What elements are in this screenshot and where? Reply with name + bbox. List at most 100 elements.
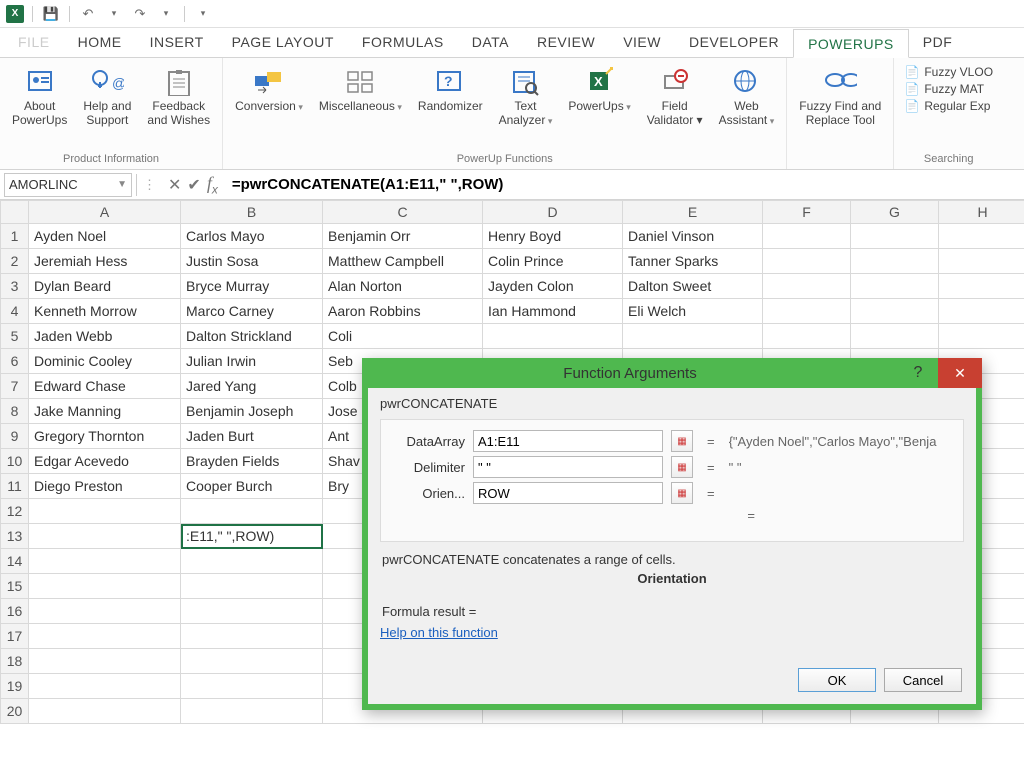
col-header-A[interactable]: A [29,201,181,224]
cell[interactable] [939,224,1024,249]
conversion-button[interactable]: Conversion [229,62,309,151]
cancel-button[interactable]: Cancel [884,668,962,692]
row-header[interactable]: 7 [1,374,29,399]
cell[interactable] [181,499,323,524]
tab-file[interactable]: FILE [4,28,64,57]
cell[interactable]: Eli Welch [623,299,763,324]
select-all-corner[interactable] [1,201,29,224]
cell[interactable]: :E11," ",ROW) [181,524,323,549]
cell[interactable] [763,249,851,274]
about-powerups-button[interactable]: AboutPowerUps [6,62,73,151]
cell[interactable]: Dalton Sweet [623,274,763,299]
col-header-D[interactable]: D [483,201,623,224]
fuzzy-match-button[interactable]: 📄Fuzzy MAT [904,81,993,97]
row-header[interactable]: 1 [1,224,29,249]
cancel-formula-icon[interactable]: ✕ [168,175,181,195]
cell[interactable]: Kenneth Morrow [29,299,181,324]
cell[interactable]: Benjamin Orr [323,224,483,249]
cell[interactable]: Jake Manning [29,399,181,424]
range-picker-icon[interactable]: ▦ [671,456,693,478]
cell[interactable]: Daniel Vinson [623,224,763,249]
cell[interactable]: Jaden Webb [29,324,181,349]
tab-pdf[interactable]: PDF [909,28,967,57]
cell[interactable]: Jeremiah Hess [29,249,181,274]
cell[interactable]: Coli [323,324,483,349]
range-picker-icon[interactable]: ▦ [671,430,693,452]
qat-redo-icon[interactable]: ↷ [130,4,150,24]
cell[interactable]: Henry Boyd [483,224,623,249]
cell[interactable] [29,574,181,599]
cell[interactable] [181,699,323,724]
cell[interactable] [181,574,323,599]
regular-exp-button[interactable]: 📄Regular Exp [904,98,993,114]
row-header[interactable]: 18 [1,649,29,674]
cell[interactable] [763,324,851,349]
fuzzy-vlookup-button[interactable]: 📄Fuzzy VLOO [904,64,993,80]
cell[interactable]: Edgar Acevedo [29,449,181,474]
row-header[interactable]: 20 [1,699,29,724]
feedback-button[interactable]: Feedbackand Wishes [141,62,216,151]
tab-powerups[interactable]: POWERUPS [793,29,909,58]
col-header-C[interactable]: C [323,201,483,224]
cell[interactable] [181,649,323,674]
cell[interactable]: Edward Chase [29,374,181,399]
qat-redo-dd[interactable]: ▾ [156,4,176,24]
ok-button[interactable]: OK [798,668,876,692]
cell[interactable] [851,274,939,299]
cell[interactable]: Tanner Sparks [623,249,763,274]
cell[interactable] [29,499,181,524]
range-picker-icon[interactable]: ▦ [671,482,693,504]
cell[interactable]: Matthew Campbell [323,249,483,274]
col-header-H[interactable]: H [939,201,1024,224]
tab-insert[interactable]: INSERT [136,28,218,57]
name-box[interactable]: AMORLINC ▼ [4,173,132,197]
powerups-button[interactable]: XPowerUps [562,62,636,151]
cell[interactable] [29,699,181,724]
formula-input[interactable] [224,173,1024,197]
arg-input-dataarray[interactable] [473,430,663,452]
row-header[interactable]: 3 [1,274,29,299]
tab-page-layout[interactable]: PAGE LAYOUT [218,28,348,57]
cell[interactable] [29,599,181,624]
cell[interactable] [939,274,1024,299]
cell[interactable]: Benjamin Joseph [181,399,323,424]
row-header[interactable]: 15 [1,574,29,599]
cell[interactable]: Carlos Mayo [181,224,323,249]
tab-view[interactable]: VIEW [609,28,675,57]
cell[interactable] [939,324,1024,349]
cell[interactable]: Colin Prince [483,249,623,274]
tab-home[interactable]: HOME [64,28,136,57]
cell[interactable]: Ian Hammond [483,299,623,324]
tab-review[interactable]: REVIEW [523,28,609,57]
cell[interactable] [851,324,939,349]
dialog-close-button[interactable]: ✕ [938,358,982,388]
fuzzy-find-replace-button[interactable]: Fuzzy Find andReplace Tool [793,62,887,151]
col-header-G[interactable]: G [851,201,939,224]
cell[interactable] [939,299,1024,324]
cell[interactable]: Bryce Murray [181,274,323,299]
name-box-dd-icon[interactable]: ▼ [117,179,127,190]
row-header[interactable]: 8 [1,399,29,424]
cell[interactable]: Ayden Noel [29,224,181,249]
cell[interactable]: Brayden Fields [181,449,323,474]
cell[interactable]: Justin Sosa [181,249,323,274]
cell[interactable] [181,624,323,649]
cell[interactable] [851,224,939,249]
cell[interactable]: Jared Yang [181,374,323,399]
row-header[interactable]: 14 [1,549,29,574]
tab-data[interactable]: DATA [458,28,523,57]
cell[interactable] [763,274,851,299]
cell[interactable] [851,299,939,324]
tab-formulas[interactable]: FORMULAS [348,28,458,57]
cell[interactable] [623,324,763,349]
cell[interactable]: Dalton Strickland [181,324,323,349]
cell[interactable]: Jaden Burt [181,424,323,449]
cell[interactable]: Marco Carney [181,299,323,324]
dialog-titlebar[interactable]: Function Arguments ? ✕ [362,358,982,388]
cell[interactable] [483,324,623,349]
col-header-B[interactable]: B [181,201,323,224]
qat-save-icon[interactable]: 💾 [41,4,61,24]
arg-input-delimiter[interactable] [473,456,663,478]
row-header[interactable]: 5 [1,324,29,349]
row-header[interactable]: 4 [1,299,29,324]
